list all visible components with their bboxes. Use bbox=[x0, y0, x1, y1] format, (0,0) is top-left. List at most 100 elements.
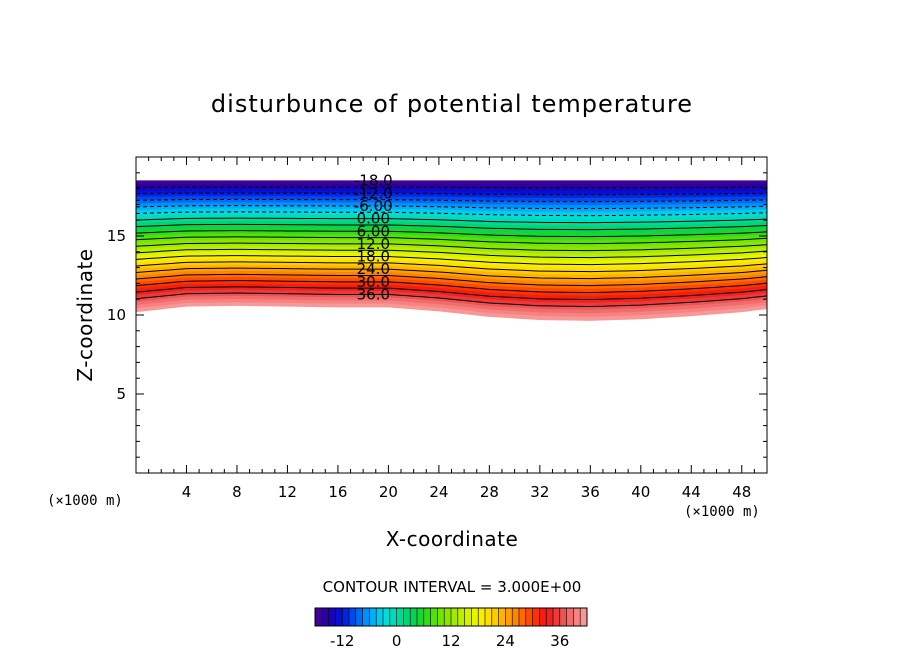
contour-lines bbox=[135, 186, 768, 308]
contour-line bbox=[135, 261, 768, 273]
x-tick-label: 20 bbox=[379, 483, 398, 501]
x-tick-label: 48 bbox=[732, 483, 751, 501]
contour-label: -18.0 bbox=[354, 172, 393, 190]
colorbar-segment bbox=[376, 608, 384, 626]
colorbar bbox=[314, 608, 588, 626]
x-tick-label: 16 bbox=[328, 483, 347, 501]
colorbar-segment bbox=[369, 608, 377, 626]
colorbar-segment bbox=[396, 608, 404, 626]
x-unit-left: (×1000 m) bbox=[47, 493, 123, 509]
colorbar-segment bbox=[437, 608, 445, 626]
colorbar-segment bbox=[478, 608, 486, 626]
colorbar-segment bbox=[444, 608, 452, 626]
x-tick-label: 32 bbox=[530, 483, 549, 501]
x-tick-label: 36 bbox=[581, 483, 600, 501]
contour-line bbox=[135, 292, 768, 308]
colorbar-segment bbox=[342, 608, 350, 626]
colorbar-segment bbox=[417, 608, 425, 626]
contour-labels: -18.0-12.0-6.000.006.0012.018.024.030.03… bbox=[354, 172, 393, 304]
colorbar-segment bbox=[525, 608, 533, 626]
colorbar-segment bbox=[505, 608, 513, 626]
colorbar-segment bbox=[423, 608, 431, 626]
chart-title: disturbunce of potential temperature bbox=[211, 90, 693, 118]
contour-label: 6.00 bbox=[357, 222, 390, 240]
y-tick-label: 10 bbox=[107, 306, 126, 324]
axis-ticks bbox=[136, 157, 767, 473]
colorbar-segment bbox=[573, 608, 581, 626]
colorbar-tick-label: 0 bbox=[392, 632, 402, 650]
y-tick-labels: 5 10 15 bbox=[107, 227, 126, 403]
y-tick-label: 15 bbox=[107, 227, 126, 245]
x-axis-label: X-coordinate bbox=[386, 527, 519, 551]
colorbar-segment bbox=[362, 608, 370, 626]
x-tick-label: 4 bbox=[182, 483, 192, 501]
colorbar-segment bbox=[349, 608, 357, 626]
contour-line bbox=[135, 186, 768, 189]
contour-interval: CONTOUR INTERVAL = 3.000E+00 bbox=[323, 578, 582, 596]
colorbar-segment bbox=[383, 608, 391, 626]
colorbar-segment bbox=[403, 608, 411, 626]
x-tick-label: 12 bbox=[278, 483, 297, 501]
colorbar-segment bbox=[410, 608, 418, 626]
contour-line bbox=[135, 267, 768, 280]
contour-line bbox=[135, 248, 768, 259]
contour-line bbox=[135, 273, 768, 287]
colorbar-tick-label: -12 bbox=[330, 632, 355, 650]
contour-label: 36.0 bbox=[357, 286, 390, 304]
x-tick-label: 44 bbox=[682, 483, 701, 501]
contour-line bbox=[135, 192, 768, 196]
contour-line bbox=[135, 236, 768, 245]
contour-fills bbox=[135, 180, 768, 321]
colorbar-segment bbox=[389, 608, 397, 626]
colorbar-segment bbox=[546, 608, 554, 626]
x-tick-label: 24 bbox=[429, 483, 448, 501]
colorbar-segment bbox=[580, 608, 588, 626]
colorbar-tick-label: 36 bbox=[550, 632, 569, 650]
x-tick-label: 40 bbox=[631, 483, 650, 501]
contour-label: 18.0 bbox=[357, 248, 390, 266]
colorbar-segment bbox=[321, 608, 329, 626]
y-axis-label: Z-coordinate bbox=[73, 248, 97, 381]
contour-line bbox=[135, 223, 768, 231]
colorbar-segment bbox=[539, 608, 547, 626]
contour-line bbox=[135, 211, 768, 217]
y-tick-label: 5 bbox=[116, 385, 126, 403]
contour-line bbox=[135, 255, 768, 266]
colorbar-segment bbox=[491, 608, 499, 626]
colorbar-segment bbox=[430, 608, 438, 626]
contour-line bbox=[135, 205, 768, 210]
colorbar-segment bbox=[532, 608, 540, 626]
colorbar-segment bbox=[559, 608, 567, 626]
colorbar-segment bbox=[519, 608, 527, 626]
colorbar-tick-label: 12 bbox=[441, 632, 460, 650]
contour-line bbox=[135, 286, 768, 301]
contour-label: 0.00 bbox=[357, 210, 390, 228]
colorbar-segment bbox=[553, 608, 561, 626]
x-tick-label: 8 bbox=[232, 483, 242, 501]
x-unit-right: (×1000 m) bbox=[684, 504, 760, 520]
colorbar-segment bbox=[315, 608, 323, 626]
colorbar-segment bbox=[355, 608, 363, 626]
colorbar-segment bbox=[471, 608, 479, 626]
colorbar-segment bbox=[328, 608, 336, 626]
contour-label: -12.0 bbox=[354, 184, 393, 202]
colorbar-segment bbox=[451, 608, 459, 626]
contour-line bbox=[135, 230, 768, 238]
contour-line bbox=[135, 280, 768, 294]
contour-label: 30.0 bbox=[357, 273, 390, 291]
x-tick-label: 28 bbox=[480, 483, 499, 501]
colorbar-segment bbox=[485, 608, 493, 626]
colorbar-segment bbox=[512, 608, 520, 626]
contour-line bbox=[135, 217, 768, 224]
colorbar-segment bbox=[457, 608, 465, 626]
colorbar-segment bbox=[335, 608, 343, 626]
colorbar-tick-labels: -12 0 12 24 36 bbox=[330, 632, 569, 650]
colorbar-segment bbox=[498, 608, 506, 626]
colorbar-frame bbox=[314, 607, 588, 627]
contour-label: -6.00 bbox=[354, 197, 393, 215]
contour-line bbox=[135, 198, 768, 203]
contour-label: 24.0 bbox=[357, 260, 390, 278]
contour-line bbox=[135, 242, 768, 252]
x-tick-labels: 4 8 12 16 20 24 28 32 36 40 44 48 bbox=[182, 483, 752, 501]
